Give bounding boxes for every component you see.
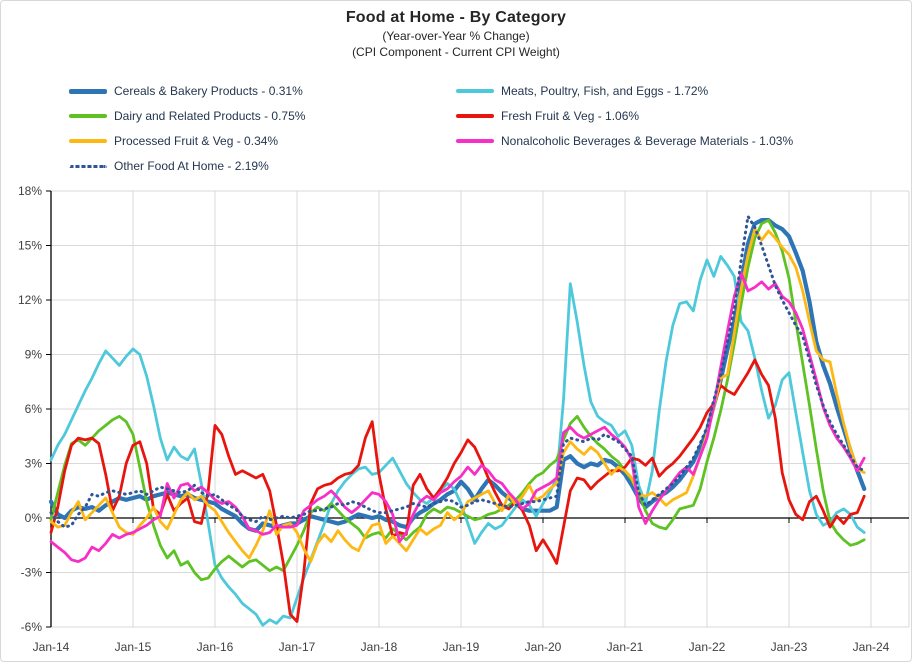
legend-swatch-dairy — [69, 114, 107, 118]
chart-subtitle-1: (Year-over-Year % Change) — [382, 29, 530, 43]
legend-item-meats-poultry-fish-eggs: Meats, Poultry, Fish, and Eggs - 1.72% — [456, 84, 708, 98]
legend-swatch-meats-poultry-fish-eggs — [456, 89, 494, 93]
legend-label-fresh-fruit-veg: Fresh Fruit & Veg - 1.06% — [501, 109, 640, 123]
y-tick-label--6: -6% — [21, 620, 43, 634]
series-line-nonalcoholic-beverages — [49, 271, 866, 563]
x-tick-label-Jan-21: Jan-21 — [607, 640, 644, 654]
y-tick-label-12: 12% — [18, 293, 42, 307]
legend-label-meats-poultry-fish-eggs: Meats, Poultry, Fish, and Eggs - 1.72% — [501, 84, 709, 98]
legend-label-processed-fruit-veg: Processed Fruit & Veg - 0.34% — [114, 134, 279, 148]
y-tick-label-6: 6% — [25, 402, 43, 416]
legend-swatch-cereals-bakery — [69, 88, 107, 94]
legend-item-cereals-bakery: Cereals & Bakery Products - 0.31% — [69, 84, 303, 98]
legend-swatch-fresh-fruit-veg — [456, 114, 494, 118]
legend-item-processed-fruit-veg: Processed Fruit & Veg - 0.34% — [69, 134, 278, 148]
x-tick-label-Jan-24: Jan-24 — [853, 640, 890, 654]
x-tick-label-Jan-14: Jan-14 — [33, 640, 70, 654]
x-tick-label-Jan-19: Jan-19 — [443, 640, 480, 654]
series-line-cereals-bakery — [48, 218, 867, 533]
legend-item-fresh-fruit-veg: Fresh Fruit & Veg - 1.06% — [456, 109, 639, 123]
x-tick-label-Jan-23: Jan-23 — [771, 640, 808, 654]
chart-subtitle-2: (CPI Component - Current CPI Weight) — [352, 45, 560, 59]
legend-label-cereals-bakery: Cereals & Bakery Products - 0.31% — [114, 84, 303, 98]
legend-swatch-other-food-at-home — [69, 164, 107, 168]
y-tick-label--3: -3% — [21, 566, 43, 580]
legend-label-dairy: Dairy and Related Products - 0.75% — [114, 109, 306, 123]
x-tick-label-Jan-18: Jan-18 — [361, 640, 398, 654]
y-tick-label-18: 18% — [18, 184, 42, 198]
legend-swatch-nonalcoholic-beverages — [456, 139, 494, 143]
y-tick-label-15: 15% — [18, 239, 42, 253]
x-tick-label-Jan-15: Jan-15 — [115, 640, 152, 654]
legend-label-other-food-at-home: Other Food At Home - 2.19% — [114, 159, 269, 173]
x-tick-label-Jan-20: Jan-20 — [525, 640, 562, 654]
chart-title: Food at Home - By Category — [345, 9, 567, 26]
x-tick-label-Jan-22: Jan-22 — [689, 640, 726, 654]
y-tick-label-3: 3% — [25, 457, 43, 471]
x-tick-label-Jan-16: Jan-16 — [197, 640, 234, 654]
legend-swatch-processed-fruit-veg — [69, 139, 107, 143]
series-line-processed-fruit-veg — [49, 227, 866, 563]
legend-item-other-food-at-home: Other Food At Home - 2.19% — [69, 159, 269, 173]
series-line-fresh-fruit-veg — [49, 358, 866, 623]
series-line-meats-poultry-fish-eggs — [49, 254, 866, 627]
title-block: Food at Home - By Category (Year-over-Ye… — [1, 9, 911, 59]
series-line-other-food-at-home — [49, 214, 866, 529]
y-tick-label-0: 0% — [25, 511, 43, 525]
y-tick-label-9: 9% — [25, 348, 43, 362]
x-tick-label-Jan-17: Jan-17 — [279, 640, 316, 654]
legend-item-dairy: Dairy and Related Products - 0.75% — [69, 109, 305, 123]
legend-label-nonalcoholic-beverages: Nonalcoholic Beverages & Beverage Materi… — [501, 134, 794, 148]
legend-item-nonalcoholic-beverages: Nonalcoholic Beverages & Beverage Materi… — [456, 134, 793, 148]
